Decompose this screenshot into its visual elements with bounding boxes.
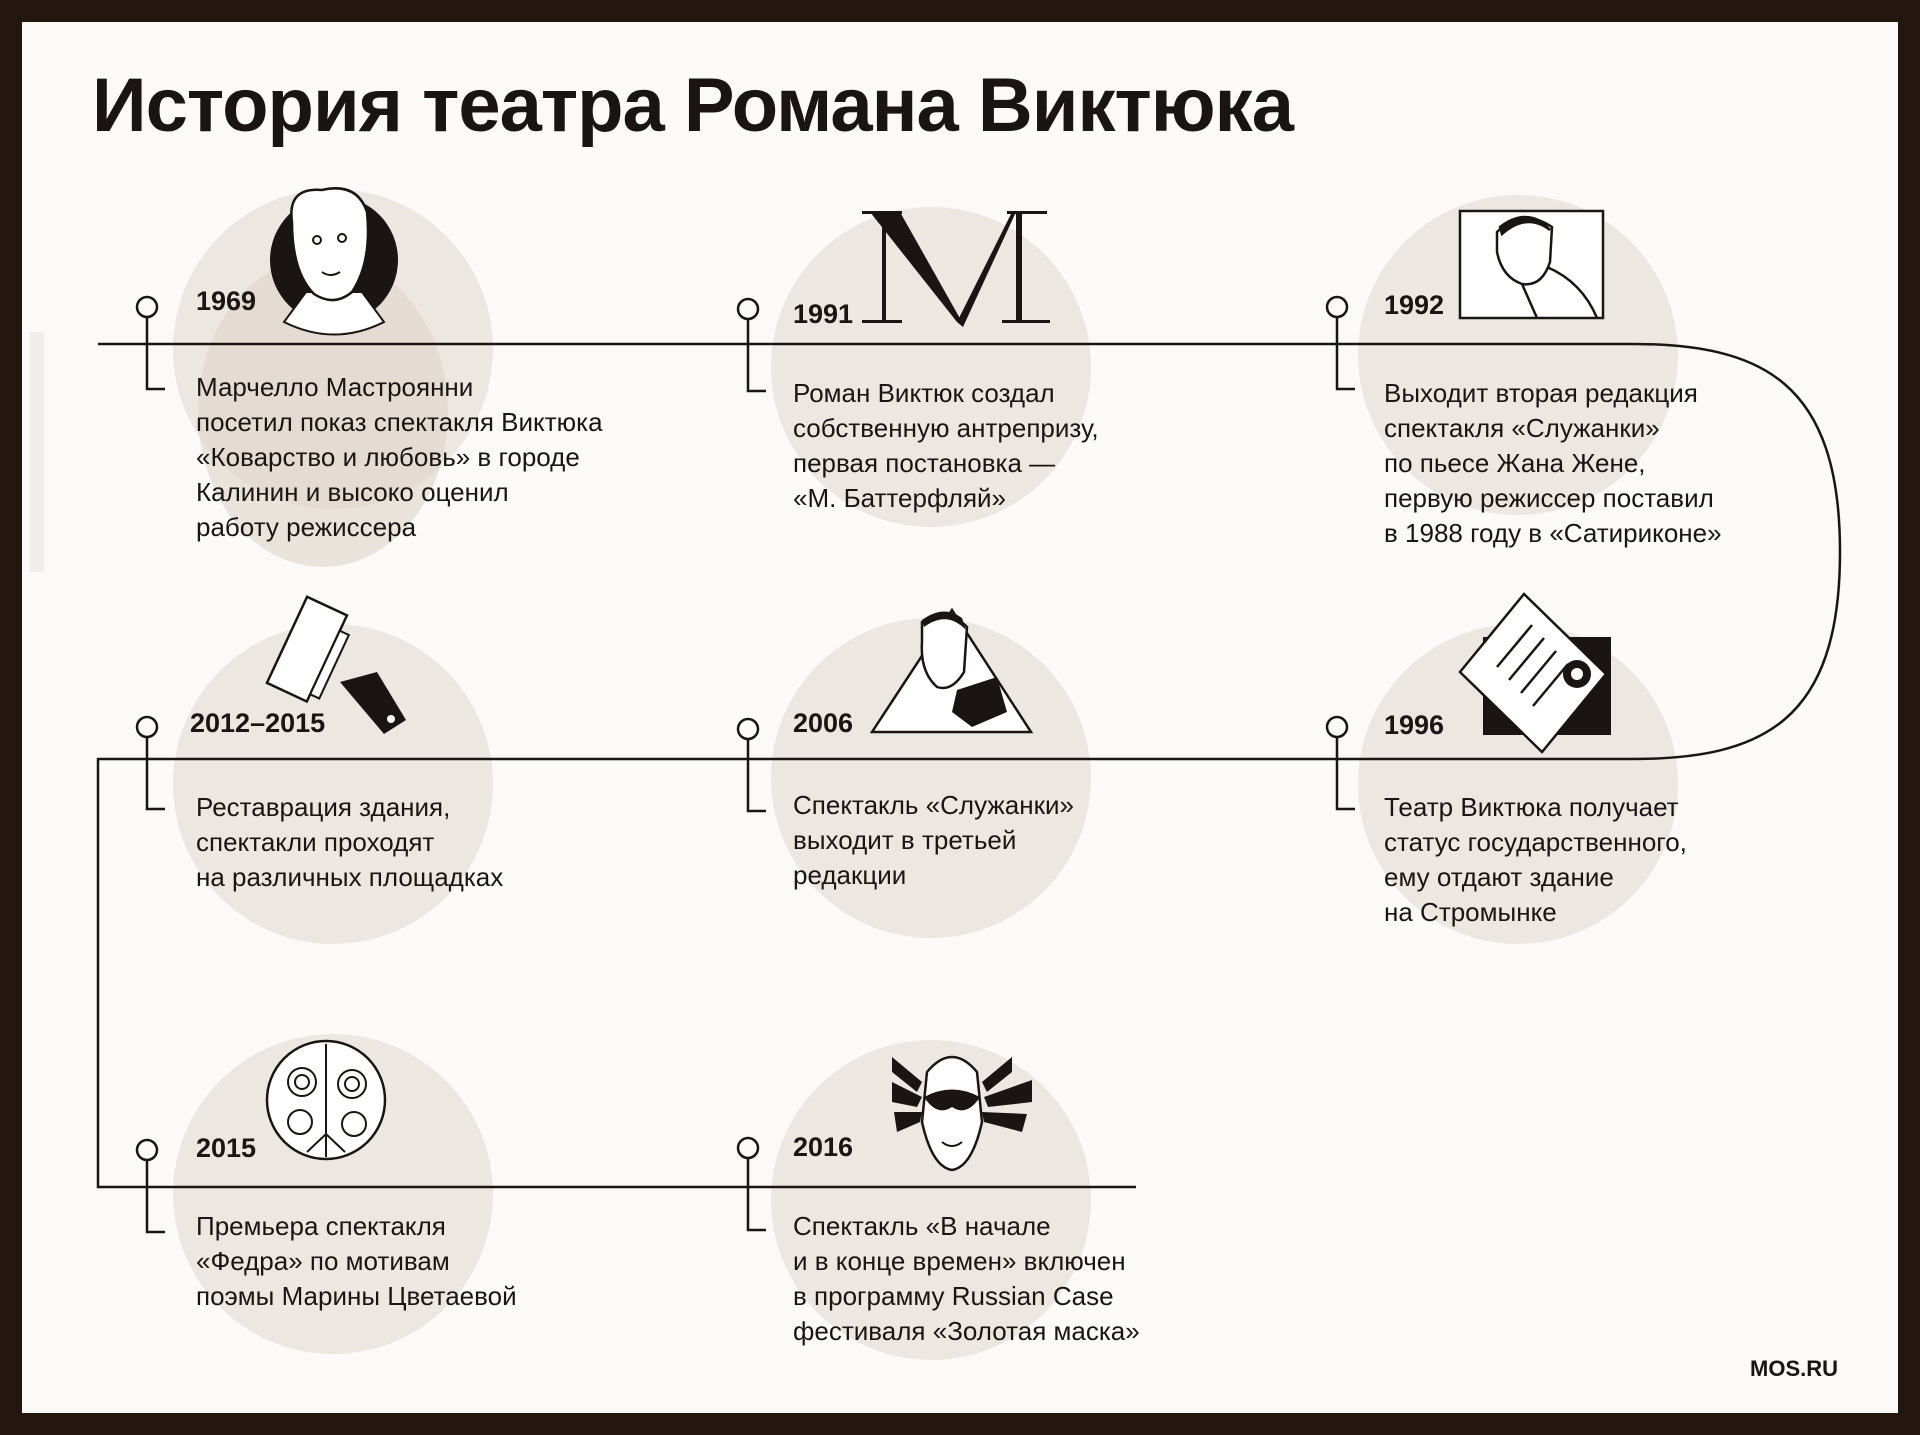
bg-circle xyxy=(771,207,1091,527)
paint-roller-icon xyxy=(265,595,406,734)
desc-line: и в конце времен» включен xyxy=(793,1246,1126,1276)
bg-circle xyxy=(771,618,1091,938)
face-frame-icon xyxy=(1458,209,1605,320)
desc-line: работу режиссера xyxy=(196,512,417,542)
event-description: Спектакль «Служанки» выходит в третьей ред… xyxy=(793,788,1074,893)
desc-line: Премьера спектакля xyxy=(196,1211,446,1241)
timeline-line xyxy=(96,342,1842,1189)
event-description: Роман Виктюк создал собственную антреприз… xyxy=(793,376,1099,516)
marker-2006 xyxy=(736,717,766,813)
marker-2016 xyxy=(736,1136,766,1232)
event-year: 1996 xyxy=(1384,710,1445,740)
carnival-mask-icon xyxy=(892,1055,1032,1172)
desc-line: первую режиссер поставил xyxy=(1384,483,1714,513)
portrait-icon xyxy=(270,187,398,336)
desc-line: ему отдают здание xyxy=(1384,862,1614,892)
desc-line: по пьесе Жана Жене, xyxy=(1384,448,1646,478)
event-year: 2006 xyxy=(793,708,854,738)
event-year: 2015 xyxy=(196,1133,257,1163)
desc-line: в программу Russian Case xyxy=(793,1281,1114,1311)
marker-2015 xyxy=(135,1138,165,1234)
bg-circle xyxy=(173,1034,493,1354)
desc-line: «Коварство и любовь» в городе xyxy=(196,442,580,472)
desc-line: собственную антрепризу, xyxy=(793,413,1099,443)
face-triangle-icon xyxy=(869,607,1034,734)
desc-line: Калинин и высоко оценил xyxy=(196,477,509,507)
desc-line: спектакля «Служанки» xyxy=(1384,413,1660,443)
desc-line: Театр Виктюка получает xyxy=(1384,792,1679,822)
page-title: История театра Романа Виктюка xyxy=(92,63,1294,148)
desc-line: первая постановка — xyxy=(793,448,1056,478)
desc-line: выходит в третьей xyxy=(793,825,1017,855)
event-year: 2016 xyxy=(793,1132,854,1162)
event-year: 1991 xyxy=(793,299,854,329)
desc-line: «Федра» по мотивам xyxy=(196,1246,450,1276)
desc-line: спектакли проходят xyxy=(196,827,435,857)
event-description: Спектакль «В начале и в конце времен» вкл… xyxy=(793,1209,1140,1349)
signed-document-icon xyxy=(1458,592,1611,754)
desc-line: статус государственного, xyxy=(1384,827,1687,857)
desc-line: поэмы Марины Цветаевой xyxy=(196,1281,517,1311)
event-description: Театр Виктюка получает статус государстве… xyxy=(1384,790,1687,930)
desc-line: Роман Виктюк создал xyxy=(793,378,1055,408)
marker-1992 xyxy=(1325,295,1355,391)
letter-m-icon xyxy=(862,211,1050,327)
event-description: Реставрация здания, спектакли проходят на … xyxy=(196,790,503,895)
desc-line: фестиваля «Золотая маска» xyxy=(793,1316,1140,1346)
desc-line: посетил показ спектакля Виктюка xyxy=(196,407,603,437)
event-year: 1992 xyxy=(1384,290,1445,320)
desc-line: в 1988 году в «Сатириконе» xyxy=(1384,518,1722,548)
infographic: История театра Романа Виктюка 1969 Марче… xyxy=(22,22,1898,1413)
desc-line: на различных площадках xyxy=(196,862,504,892)
desc-line: Спектакль «Служанки» xyxy=(793,790,1074,820)
desc-line: «М. Баттерфляй» xyxy=(793,483,1007,513)
marker-1991 xyxy=(736,297,766,393)
brand-logo: MOS.RU xyxy=(1750,1356,1838,1381)
marker-1969 xyxy=(135,295,165,391)
ornament-circle-icon xyxy=(265,1039,387,1161)
desc-line: Марчелло Мастроянни xyxy=(196,372,474,402)
event-description: Премьера спектакля «Федра» по мотивам поэм… xyxy=(196,1209,517,1314)
desc-line: на Стромынке xyxy=(1384,897,1557,927)
timeline-graphics xyxy=(30,187,1842,1360)
markers xyxy=(135,295,1355,1234)
bg-circle xyxy=(173,624,493,944)
marker-2012 xyxy=(135,715,165,811)
event-year: 2012–2015 xyxy=(190,708,326,738)
desc-line: Выходит вторая редакция xyxy=(1384,378,1698,408)
desc-line: Спектакль «В начале xyxy=(793,1211,1051,1241)
desc-line: Реставрация здания, xyxy=(196,792,451,822)
desc-line: редакции xyxy=(793,860,907,890)
event-description: Выходит вторая редакция спектакля «Служан… xyxy=(1384,376,1722,551)
event-description: Марчелло Мастроянни посетил показ спектак… xyxy=(196,370,603,545)
marker-1996 xyxy=(1325,715,1355,811)
event-year: 1969 xyxy=(196,286,257,316)
